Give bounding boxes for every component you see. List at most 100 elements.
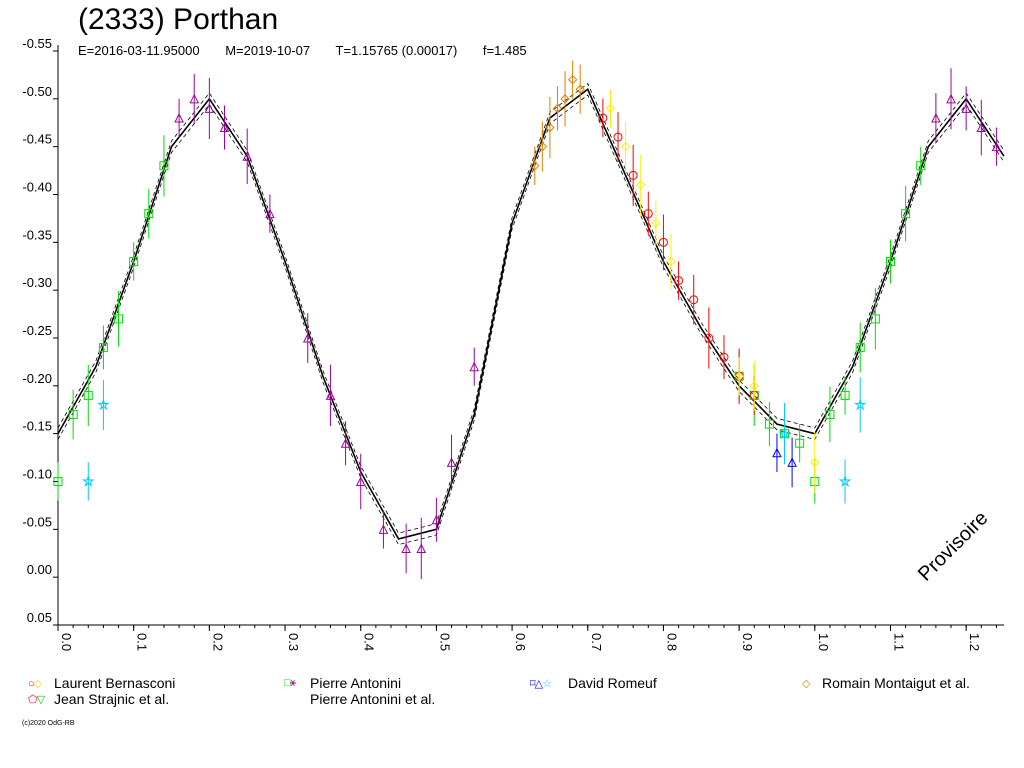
x-tick-label: 0.0 xyxy=(59,633,74,651)
legend-item-antonini: □⚹ Pierre Antonini xyxy=(284,675,401,691)
data-point xyxy=(174,112,184,123)
x-tick-label: 0.8 xyxy=(664,633,679,651)
y-tick-label: -0.55 xyxy=(22,36,52,51)
data-point xyxy=(575,84,585,94)
data-point xyxy=(643,209,653,219)
x-tick-label: 1.2 xyxy=(967,633,982,651)
data-point xyxy=(560,94,570,104)
data-point xyxy=(416,543,427,553)
y-tick-label: -0.50 xyxy=(22,84,52,99)
x-tick-label: 1.1 xyxy=(891,633,906,651)
data-point xyxy=(144,209,154,219)
data-point xyxy=(825,410,835,420)
data-point xyxy=(401,543,411,553)
y-tick-label: -0.05 xyxy=(22,514,52,529)
data-point xyxy=(916,161,926,171)
y-tick-label: -0.15 xyxy=(22,419,52,434)
data-point xyxy=(651,218,661,228)
data-point xyxy=(545,122,555,133)
x-tick-label: 0.2 xyxy=(210,633,225,651)
x-tick-label: 0.7 xyxy=(589,633,604,651)
data-point xyxy=(530,161,540,171)
data-point xyxy=(666,256,676,267)
legend-marker-icon: □⚹ xyxy=(284,676,296,689)
legend-marker-icon: ◇ xyxy=(802,677,811,690)
legend-label: Jean Strajnic et al. xyxy=(54,691,170,707)
data-point xyxy=(446,457,457,467)
data-point xyxy=(204,103,215,113)
y-tick-label: -0.45 xyxy=(22,132,52,147)
data-point xyxy=(620,141,631,152)
data-point xyxy=(636,180,646,190)
data-point xyxy=(855,343,865,353)
data-point xyxy=(853,398,867,411)
data-point xyxy=(991,141,1002,152)
data-point xyxy=(901,209,911,219)
data-point xyxy=(764,419,774,429)
data-point xyxy=(219,122,230,133)
data-point xyxy=(302,332,313,343)
data-point xyxy=(605,103,616,114)
data-point xyxy=(81,474,95,487)
data-point xyxy=(613,132,623,142)
fit-curve xyxy=(57,82,1005,534)
copyright-notice: (c)2020 OdG-RB xyxy=(22,720,75,727)
x-tick-label: 0.9 xyxy=(740,633,755,651)
fit-curve xyxy=(57,88,1005,540)
epoch-label: E=2016-03-11.95000 xyxy=(78,43,200,58)
data-point xyxy=(772,447,782,458)
data-point xyxy=(946,93,956,104)
y-tick-label: -0.30 xyxy=(22,275,52,290)
chart-title: (2333) Porthan xyxy=(78,3,279,36)
legend-label: David Romeuf xyxy=(568,675,657,691)
data-point xyxy=(552,103,563,114)
data-point xyxy=(885,256,895,266)
data-point xyxy=(870,314,880,324)
data-point xyxy=(931,112,941,123)
legend-label: Laurent Bernasconi xyxy=(54,675,176,691)
y-tick-label: -0.20 xyxy=(22,371,52,386)
data-point xyxy=(628,170,638,180)
data-point xyxy=(810,457,820,468)
data-point xyxy=(749,381,759,391)
legend-item-bernasconi: ○◇ Laurent Bernasconi xyxy=(28,675,175,691)
x-tick-label: 0.5 xyxy=(437,633,452,651)
legend-item-strajnic: ⬠▽ Jean Strajnic et al. xyxy=(28,691,169,707)
y-tick-label: 0.00 xyxy=(27,562,52,577)
data-point xyxy=(68,410,78,420)
data-point xyxy=(53,477,63,486)
x-tick-label: 0.6 xyxy=(513,633,528,651)
x-tick-label: 0.3 xyxy=(286,633,301,651)
data-point xyxy=(704,333,714,343)
data-point xyxy=(961,103,971,113)
data-point xyxy=(189,93,200,104)
fourier-order-label: f=1.485 xyxy=(482,43,527,58)
legend-label: Pierre Antonini et al. xyxy=(310,691,436,707)
data-point xyxy=(689,295,699,305)
period-label: T=1.15765 (0.00017) xyxy=(335,43,458,58)
legend-item-antonini-et-al: Pierre Antonini et al. xyxy=(284,691,435,707)
y-tick-label: -0.10 xyxy=(22,467,52,482)
data-point xyxy=(96,398,110,411)
legend-marker-icon: ⌑△☆ xyxy=(530,677,552,690)
mid-date-label: M=2019-10-07 xyxy=(225,43,311,58)
x-tick-label: 0.1 xyxy=(135,633,150,651)
data-point xyxy=(787,457,797,467)
legend-label: Romain Montaigut et al. xyxy=(822,675,970,691)
data-point xyxy=(98,343,108,353)
data-point xyxy=(838,474,852,487)
data-point xyxy=(431,514,442,525)
data-point xyxy=(83,390,93,400)
data-point xyxy=(159,161,169,171)
y-tick-label: -0.40 xyxy=(22,180,52,195)
data-point xyxy=(378,524,389,534)
data-point xyxy=(537,141,548,152)
data-point xyxy=(129,256,139,266)
data-point xyxy=(734,371,744,381)
lightcurve-plot: -0.55 -0.50 -0.45 -0.40 -0.35 -0.30 -0.25 -0.20… xyxy=(22,36,1005,651)
data-point xyxy=(598,113,608,123)
x-tick-label: 1.0 xyxy=(816,633,831,651)
data-point xyxy=(976,122,987,133)
data-point xyxy=(840,390,850,400)
y-tick-label: -0.25 xyxy=(22,323,52,338)
